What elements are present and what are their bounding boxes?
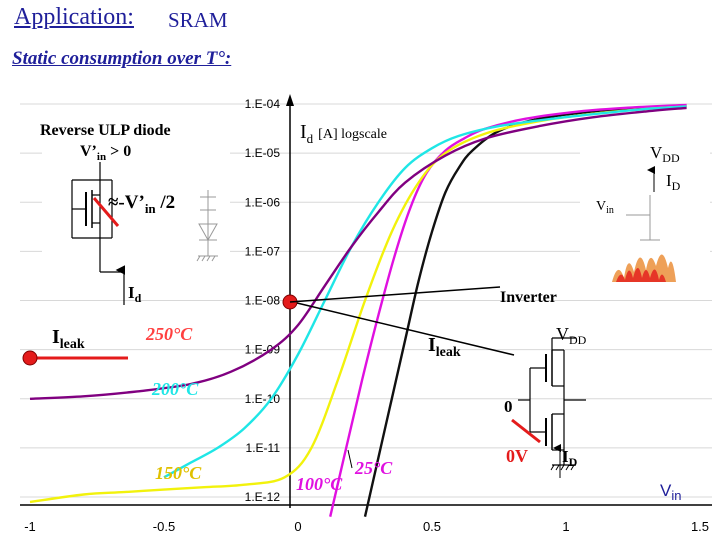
- diode-id-label: Id: [128, 283, 142, 305]
- y-tick-label: 1.E-09: [245, 343, 281, 357]
- diode-condition: V’in > 0: [80, 143, 131, 163]
- inverter-zerov-label: 0V: [506, 446, 528, 466]
- series-line-200c: [163, 105, 687, 479]
- id-axis-title: Id [A] logscale: [300, 121, 387, 146]
- y-axis-arrow: [286, 94, 294, 106]
- title-sram: SRAM: [168, 8, 228, 32]
- left-circuit: Reverse ULP diode V’in > 0 ≈-V’in /2 Id: [40, 122, 230, 305]
- x-tick-label: 0.5: [423, 519, 441, 534]
- diode-red-arrow: [92, 197, 120, 227]
- inverter-id-label: ID: [562, 447, 578, 469]
- x-tick-label: -1: [24, 519, 36, 534]
- y-tick-label: 1.E-06: [245, 195, 281, 209]
- curves: [29, 103, 687, 517]
- y-tick-label: 1.E-08: [245, 294, 281, 308]
- title-application: Application:: [14, 4, 134, 30]
- x-tick-label: 1.5: [691, 519, 709, 534]
- vin-axis-title: Vin: [660, 481, 681, 503]
- left-circuit-backdrop: [42, 122, 230, 280]
- y-tick-label: 1.E-10: [245, 392, 281, 406]
- vdd-bottom-label: VDD: [556, 324, 587, 347]
- diode-symbol-triangle: [198, 223, 218, 242]
- y-tick-label: 1.E-07: [245, 244, 281, 258]
- label-100c: 100°C: [296, 474, 343, 494]
- subtitle: Static consumption over T°:: [12, 48, 232, 69]
- vin-top-label: Vin: [596, 199, 614, 216]
- diode-title: Reverse ULP diode: [40, 122, 171, 139]
- ileak-right-label: Ileak: [428, 334, 461, 360]
- inverter-red-arrow: [511, 418, 541, 444]
- y-tick-label: 1.E-11: [246, 441, 281, 455]
- y-tick-label: 1.E-04: [245, 97, 281, 111]
- x-tick-label: 0: [294, 519, 301, 534]
- diode-approx: ≈-V’in /2: [108, 192, 175, 216]
- y-tick-label: 1.E-05: [245, 146, 281, 160]
- ileak-left-dot: [22, 350, 38, 366]
- x-tick-label: -0.5: [153, 519, 175, 534]
- inverter-zero-label: 0: [504, 397, 513, 416]
- inverter-label: Inverter: [500, 289, 557, 306]
- series-line-250c: [29, 106, 687, 400]
- inverter-circuit: VDD 0 0V ID: [504, 324, 587, 478]
- right-top-circuit: VDD ID Vin: [580, 140, 710, 290]
- inverter-ground-hatch: [550, 464, 575, 471]
- label-250c: 250°C: [145, 324, 193, 344]
- x-tick-label: 1: [562, 519, 569, 534]
- id-top-label: ID: [666, 171, 681, 193]
- diode-ground-hatch: [196, 255, 216, 262]
- ileak-connector: [296, 302, 515, 356]
- y-tick-labels: 1.E-04 1.E-05 1.E-06 1.E-07 1.E-08 1.E-09 1.E-…: [245, 97, 281, 504]
- inverter-connector: [289, 286, 501, 303]
- ileak-left-label: Ileak: [52, 326, 85, 352]
- label-25c: 25°C: [354, 458, 393, 478]
- y-tick-label: 1.E-12: [245, 490, 281, 504]
- x-tick-labels: -1 -0.5 0 0.5 1 1.5: [24, 519, 709, 534]
- label-25c-leader: [347, 449, 353, 469]
- vdd-top-label: VDD: [650, 143, 680, 165]
- series-line-25c: [363, 104, 687, 517]
- label-200c: 200°C: [151, 379, 199, 399]
- flame-icon-inner: [616, 268, 666, 282]
- label-150c: 150°C: [155, 463, 202, 483]
